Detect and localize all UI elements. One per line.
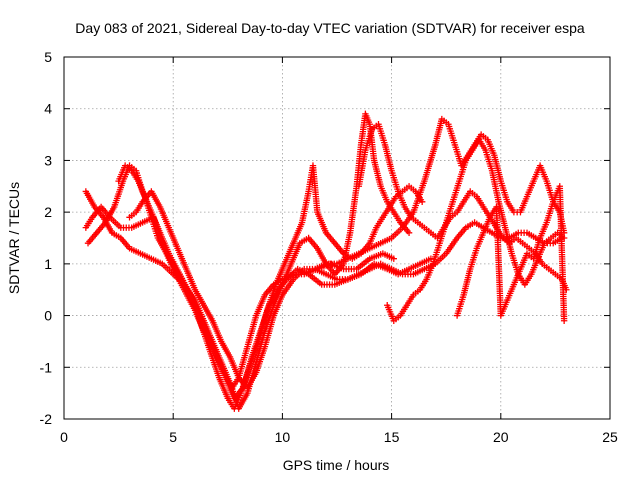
- y-tick-label: -2: [40, 411, 53, 427]
- x-axis-label: GPS time / hours: [283, 457, 390, 473]
- plot-frame: [63, 56, 611, 420]
- x-tick-label: 0: [60, 429, 68, 445]
- x-tick-label: 5: [169, 429, 177, 445]
- series-track-9: [453, 183, 568, 324]
- y-tick-label: 3: [44, 152, 52, 168]
- y-tick-label: 5: [44, 49, 52, 65]
- data-point: [418, 198, 426, 205]
- grid: [64, 57, 610, 419]
- axis-ticks: [63, 56, 611, 420]
- x-tick-label: 15: [384, 429, 400, 445]
- plot-area: [82, 110, 570, 412]
- series-track-4: [115, 162, 426, 412]
- data-point: [560, 317, 568, 324]
- data-point: [405, 229, 413, 237]
- tick-labels: 0 5 10 15 20 25 -2 -1 0 1 2 3 4 5: [40, 49, 618, 445]
- y-tick-label: 0: [44, 308, 52, 324]
- y-tick-label: 4: [44, 101, 52, 117]
- y-tick-label: -1: [40, 359, 53, 375]
- data-point: [390, 255, 397, 262]
- x-tick-label: 10: [275, 429, 291, 445]
- y-tick-label: 1: [44, 256, 52, 272]
- chart-title: Day 083 of 2021, Sidereal Day-to-day VTE…: [75, 20, 585, 36]
- x-tick-label: 25: [602, 429, 618, 445]
- y-tick-label: 2: [44, 204, 52, 220]
- y-axis-label: SDTVAR / TECUs: [6, 182, 22, 294]
- x-tick-label: 20: [493, 429, 509, 445]
